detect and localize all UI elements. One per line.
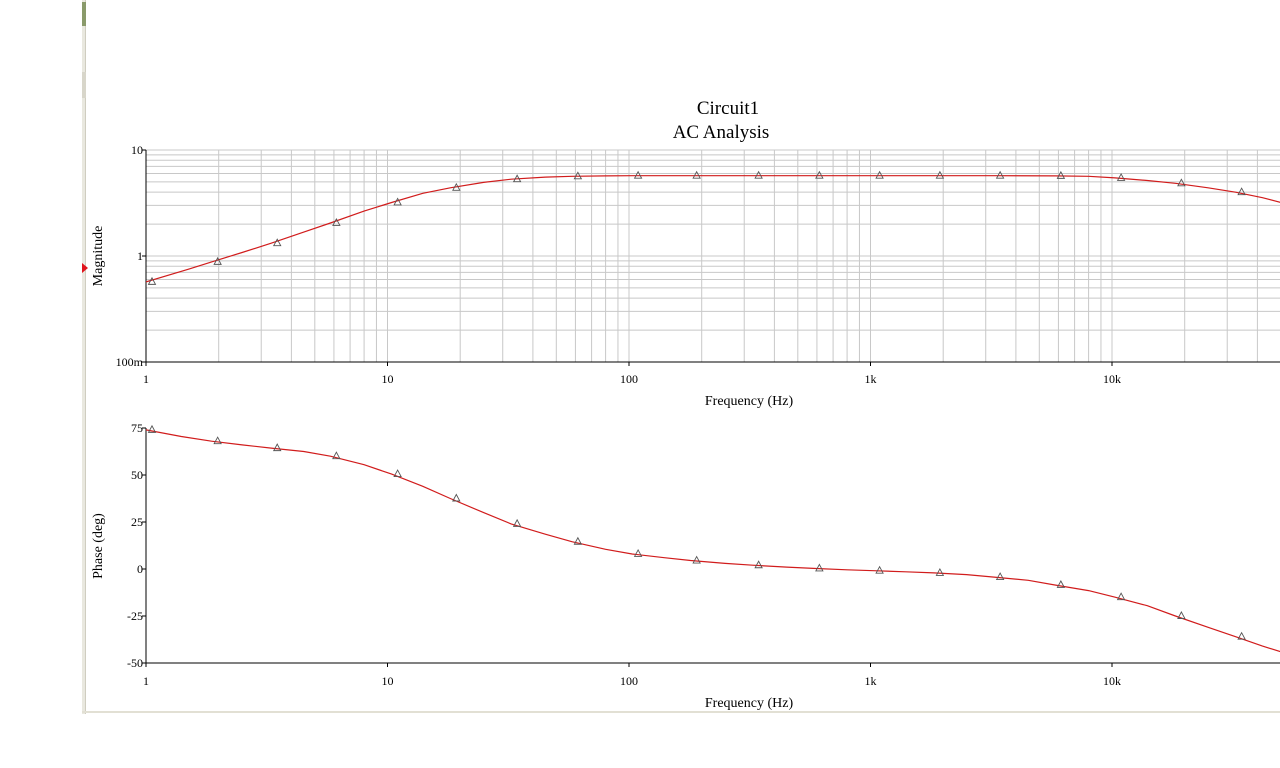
data-point-marker[interactable]	[692, 555, 701, 564]
data-point-marker[interactable]	[1116, 172, 1126, 181]
data-point-marker[interactable]	[935, 170, 945, 179]
data-point-marker[interactable]	[213, 256, 222, 265]
y-axis-label: Magnitude	[91, 226, 106, 287]
data-point-marker[interactable]	[393, 469, 402, 478]
magnitude-plot[interactable]: 100m 1 10 1 10 100 1k 10k Frequency (Hz) Magnitud…	[91, 143, 1280, 409]
x-tick-label: 100	[620, 674, 638, 688]
data-point-marker[interactable]	[692, 170, 701, 179]
x-tick-label: 10	[382, 372, 394, 386]
y-tick-label: -50	[127, 656, 143, 670]
data-point-marker[interactable]	[512, 518, 522, 527]
x-tick-label: 1	[143, 674, 149, 688]
data-point-marker[interactable]	[1116, 592, 1126, 601]
panel-bottom-edge	[82, 711, 1280, 713]
data-point-marker[interactable]	[452, 493, 461, 502]
data-point-marker[interactable]	[633, 170, 643, 179]
data-point-marker[interactable]	[875, 170, 884, 179]
data-point-marker[interactable]	[213, 436, 222, 445]
y-tick-label: 25	[131, 515, 143, 529]
x-tick-label: 1k	[865, 674, 877, 688]
data-point-marker[interactable]	[393, 197, 402, 206]
data-point-marker[interactable]	[332, 451, 341, 460]
data-point-marker[interactable]	[1056, 580, 1066, 588]
data-point-marker[interactable]	[1177, 178, 1186, 187]
data-point-marker[interactable]	[1056, 170, 1066, 179]
y-tick-label: 0	[137, 562, 143, 576]
x-tick-label: 100	[620, 372, 638, 386]
x-axis-label: Frequency (Hz)	[705, 394, 794, 409]
series-line[interactable]	[146, 429, 1280, 653]
phase-plot[interactable]: 75 50 25 0 -25 -501 10 100 1k 10k Frequency (Hz) Ph…	[91, 421, 1280, 711]
panel-divider	[82, 72, 86, 98]
x-tick-label: 1k	[865, 372, 877, 386]
data-point-marker[interactable]	[815, 170, 824, 179]
data-point-marker[interactable]	[875, 565, 884, 574]
panel-tab-marker	[82, 2, 86, 26]
data-point-marker[interactable]	[1177, 611, 1186, 619]
data-point-marker[interactable]	[332, 218, 341, 226]
data-point-marker[interactable]	[995, 572, 1005, 581]
data-point-marker[interactable]	[935, 567, 945, 576]
x-tick-label: 10k	[1103, 372, 1121, 386]
y-axis-label: Phase (deg)	[91, 513, 106, 579]
data-point-marker[interactable]	[272, 443, 282, 452]
data-point-marker[interactable]	[633, 549, 643, 557]
chart-subtitle: AC Analysis	[673, 122, 770, 143]
data-point-marker[interactable]	[147, 276, 157, 285]
grid-lines	[146, 149, 1280, 362]
x-axis-label: Frequency (Hz)	[705, 696, 794, 711]
data-point-marker[interactable]	[754, 170, 763, 179]
data-point-marker[interactable]	[272, 238, 282, 247]
data-point-marker[interactable]	[452, 182, 461, 191]
data-point-marker[interactable]	[512, 174, 522, 183]
data-point-marker[interactable]	[1237, 631, 1246, 640]
data-point-marker[interactable]	[1237, 187, 1246, 196]
data-point-marker[interactable]	[573, 171, 583, 180]
y-tick-label: 1	[137, 249, 143, 263]
y-tick-label: 10	[131, 143, 143, 157]
x-tick-label: 1	[143, 372, 149, 386]
left-panel-edge	[82, 0, 86, 714]
y-tick-label: 50	[131, 468, 143, 482]
x-tick-label: 10	[382, 674, 394, 688]
data-point-marker[interactable]	[995, 170, 1005, 179]
chart-title: Circuit1	[697, 98, 759, 119]
x-tick-label: 10k	[1103, 674, 1121, 688]
data-point-marker[interactable]	[754, 560, 763, 569]
y-tick-label: -25	[127, 609, 143, 623]
data-point-marker[interactable]	[147, 424, 157, 433]
y-tick-label: 75	[131, 421, 143, 435]
data-point-marker[interactable]	[815, 563, 824, 572]
data-point-marker[interactable]	[573, 536, 583, 545]
series-line[interactable]	[146, 175, 1280, 283]
cursor-marker-icon[interactable]	[82, 263, 88, 273]
y-tick-label: 100m	[116, 355, 144, 369]
